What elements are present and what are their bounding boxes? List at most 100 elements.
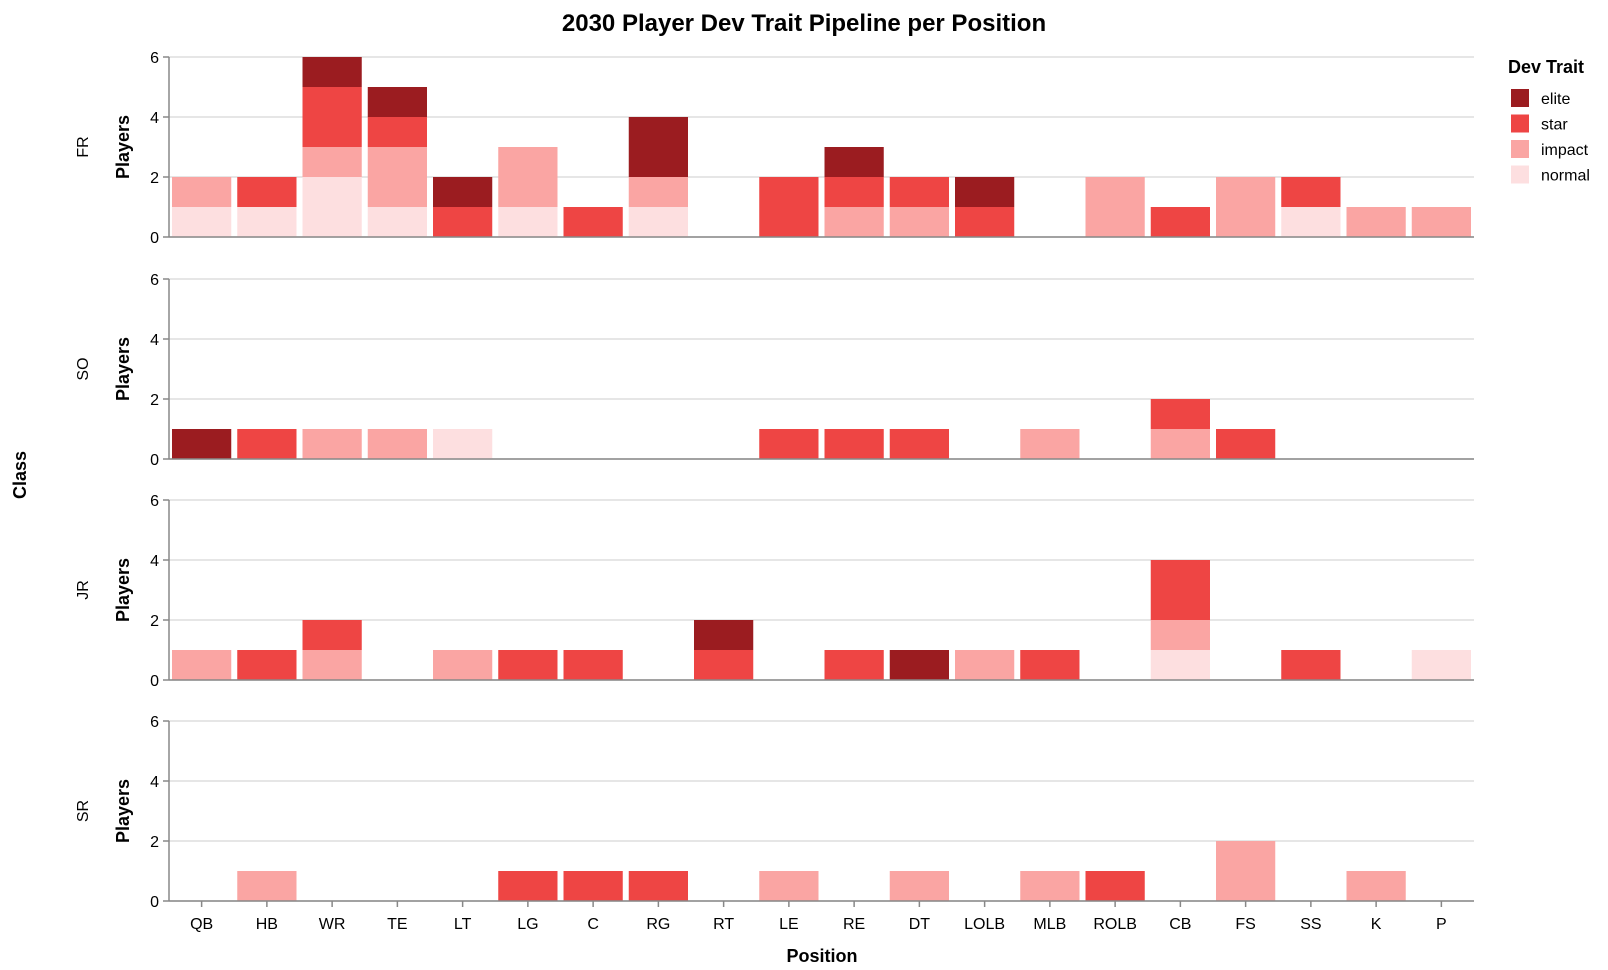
bar-segment-impact xyxy=(302,429,362,459)
legend-label-star: star xyxy=(1541,117,1568,134)
legend-swatch-impact xyxy=(1511,140,1529,158)
x-tick-label: MLB xyxy=(1033,916,1066,933)
bar-segment-impact xyxy=(1216,841,1276,901)
bar-segment-impact xyxy=(1411,207,1471,237)
legend-label-elite: elite xyxy=(1541,91,1570,108)
bar-segment-impact xyxy=(1150,620,1210,650)
bar-segment-elite xyxy=(433,177,493,207)
y-axis-title: Players xyxy=(113,337,133,401)
bar-segment-impact xyxy=(302,147,362,177)
bar-segment-impact xyxy=(172,650,232,680)
y-axis-title: Players xyxy=(113,558,133,622)
x-axis-title: Position xyxy=(787,946,858,966)
row-label-sr: SR xyxy=(75,800,92,822)
bar-segment-star xyxy=(889,429,949,459)
bar-segment-impact xyxy=(498,147,558,207)
x-tick-label: LE xyxy=(779,916,799,933)
y-tick-label: 0 xyxy=(150,230,159,247)
bar-segment-star xyxy=(824,177,884,207)
bar-segment-star xyxy=(1150,399,1210,429)
legend-swatch-normal xyxy=(1511,165,1529,184)
bar-segment-star xyxy=(1216,429,1276,459)
y-tick-label: 2 xyxy=(150,392,159,409)
bar-segment-star xyxy=(824,650,884,680)
bar-segment-star xyxy=(563,207,623,237)
bar-segment-impact xyxy=(367,147,427,207)
bar-segment-star xyxy=(694,650,754,680)
bar-segment-star xyxy=(1281,650,1341,680)
y-tick-label: 6 xyxy=(150,272,159,289)
y-tick-label: 4 xyxy=(150,774,159,791)
x-tick-label: ROLB xyxy=(1093,916,1137,933)
x-tick-label: LT xyxy=(454,916,472,933)
bar-segment-star xyxy=(498,871,558,901)
bar-segment-star xyxy=(237,177,297,207)
x-tick-label: RE xyxy=(843,916,865,933)
bar-segment-impact xyxy=(824,207,884,237)
bar-segment-star xyxy=(433,207,493,237)
bar-segment-star xyxy=(759,429,819,459)
legend-label-normal: normal xyxy=(1541,168,1590,185)
bar-segment-star xyxy=(1150,207,1210,237)
x-tick-label: RT xyxy=(713,916,734,933)
bar-segment-star xyxy=(237,429,297,459)
y-tick-label: 0 xyxy=(150,673,159,690)
bar-segment-impact xyxy=(1346,207,1406,237)
x-tick-label: P xyxy=(1436,916,1447,933)
bar-segment-star xyxy=(628,871,688,901)
y-axis-title: Players xyxy=(113,115,133,179)
bar-segment-impact xyxy=(1216,177,1276,237)
x-tick-label: LOLB xyxy=(964,916,1005,933)
x-tick-label: RG xyxy=(646,916,670,933)
bar-segment-elite xyxy=(172,429,232,459)
legend-label-impact: impact xyxy=(1541,142,1589,159)
bar-segment-impact xyxy=(237,871,297,901)
y-tick-label: 6 xyxy=(150,50,159,67)
x-tick-label: LG xyxy=(517,916,538,933)
legend-swatch-star xyxy=(1511,114,1529,133)
bar-segment-normal xyxy=(367,207,427,237)
row-label-jr: JR xyxy=(75,580,92,600)
y-tick-label: 6 xyxy=(150,493,159,510)
facet-so: 0 2 4 6 Players SO xyxy=(75,272,1474,469)
bar-segment-star xyxy=(759,177,819,237)
row-label-so: SO xyxy=(75,357,92,380)
y-tick-label: 2 xyxy=(150,170,159,187)
bar-segment-elite xyxy=(824,147,884,177)
x-tick-label: K xyxy=(1371,916,1382,933)
bar-segment-normal xyxy=(498,207,558,237)
bar-segment-star xyxy=(563,871,623,901)
bar-segment-elite xyxy=(367,87,427,117)
bar-segment-star xyxy=(563,650,623,680)
bar-segment-elite xyxy=(628,117,688,177)
x-tick-label: TE xyxy=(387,916,407,933)
y-tick-label: 6 xyxy=(150,714,159,731)
bar-segment-impact xyxy=(302,650,362,680)
y-tick-label: 0 xyxy=(150,452,159,469)
y-tick-label: 4 xyxy=(150,332,159,349)
bar-segment-normal xyxy=(628,207,688,237)
bar-segment-star xyxy=(1020,650,1080,680)
x-tick-label: QB xyxy=(190,916,213,933)
legend-swatch-elite xyxy=(1511,89,1529,107)
bar-segment-star xyxy=(955,207,1015,237)
bar-segment-star xyxy=(302,620,362,650)
bar-segment-star xyxy=(302,87,362,147)
facet-jr: 0 2 4 6 Players JR xyxy=(75,493,1474,690)
y-tick-label: 2 xyxy=(150,613,159,630)
bar-segment-impact xyxy=(367,429,427,459)
y-tick-label: 0 xyxy=(150,894,159,911)
bar-segment-impact xyxy=(889,207,949,237)
x-tick-label: WR xyxy=(319,916,346,933)
bar-segment-impact xyxy=(759,871,819,901)
x-tick-label: SS xyxy=(1300,916,1321,933)
bar-segment-elite xyxy=(694,620,754,650)
bar-segment-normal xyxy=(433,429,493,459)
bar-segment-normal xyxy=(172,207,232,237)
bar-segment-impact xyxy=(1020,871,1080,901)
bar-segment-star xyxy=(367,117,427,147)
bar-segment-normal xyxy=(237,207,297,237)
chart-title: 2030 Player Dev Trait Pipeline per Posit… xyxy=(562,10,1046,37)
bar-segment-elite xyxy=(889,650,949,680)
